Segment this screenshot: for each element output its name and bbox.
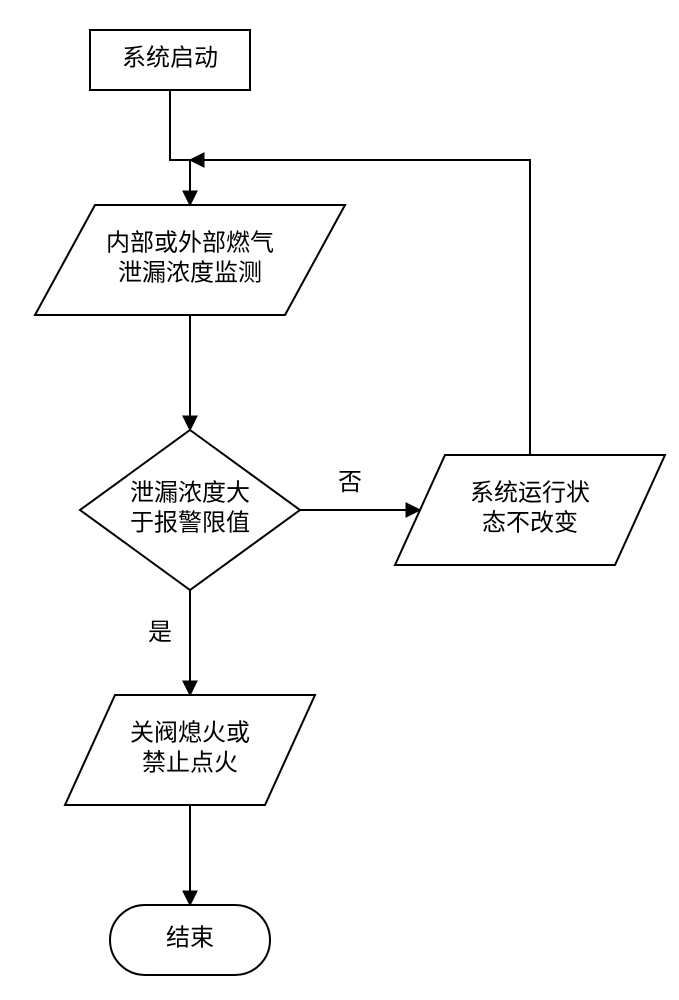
- node-action-text: 禁止点火: [142, 750, 238, 777]
- edge-label-4: 是: [148, 620, 172, 646]
- edge-label-2: 否: [338, 470, 362, 496]
- node-decision: 泄漏浓度大于报警限值: [80, 430, 300, 590]
- flowchart-canvas: 系统启动内部或外部燃气泄漏浓度监测泄漏浓度大于报警限值系统运行状态不改变关阀熄火…: [0, 0, 679, 1000]
- node-decision-text: 泄漏浓度大: [130, 480, 250, 507]
- edge-start-monitor: [170, 90, 190, 205]
- node-start: 系统启动: [90, 30, 250, 90]
- node-noop: 系统运行状态不改变: [395, 455, 665, 565]
- node-decision-text: 于报警限值: [130, 510, 250, 537]
- node-noop-text: 系统运行状: [470, 480, 590, 507]
- node-start-text: 系统启动: [122, 45, 218, 72]
- node-end-text: 结束: [166, 925, 214, 952]
- node-monitor-text: 泄漏浓度监测: [118, 260, 262, 287]
- node-monitor: 内部或外部燃气泄漏浓度监测: [35, 205, 345, 315]
- node-end: 结束: [110, 905, 270, 975]
- node-monitor-text: 内部或外部燃气: [106, 230, 274, 257]
- node-noop-text: 态不改变: [482, 510, 578, 537]
- node-action-text: 关阀熄火或: [130, 720, 250, 747]
- node-action: 关阀熄火或禁止点火: [65, 695, 315, 805]
